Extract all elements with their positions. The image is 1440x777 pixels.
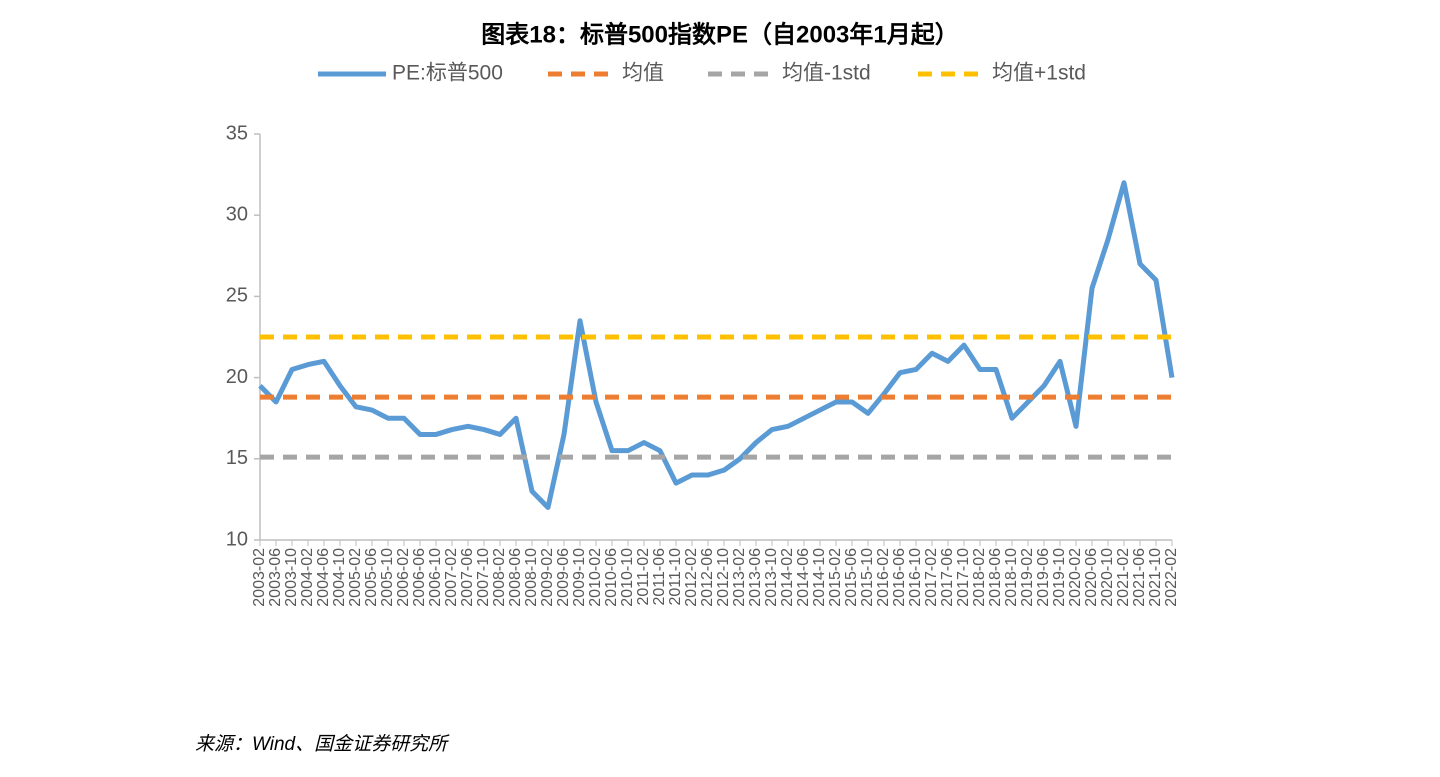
x-tick-label: 2019-10 xyxy=(1051,548,1068,607)
x-tick-label: 2008-06 xyxy=(507,548,524,607)
x-tick-label: 2003-06 xyxy=(267,548,284,607)
x-tick-label: 2020-06 xyxy=(1083,548,1100,607)
x-tick-label: 2005-02 xyxy=(347,548,364,607)
x-tick-label: 2008-10 xyxy=(523,548,540,607)
x-tick-label: 2020-02 xyxy=(1067,548,1084,607)
y-tick-label: 15 xyxy=(226,447,248,469)
legend-label: 均值-1std xyxy=(782,62,871,85)
x-tick-label: 2017-06 xyxy=(939,548,956,607)
x-tick-label: 2015-06 xyxy=(843,548,860,607)
x-tick-label: 2016-10 xyxy=(907,548,924,607)
x-tick-label: 2009-02 xyxy=(539,548,556,607)
legend-label: 均值 xyxy=(622,62,664,85)
chart-title: 图表18：标普500指数PE（自2003年1月起） xyxy=(481,20,959,48)
x-tick-label: 2007-06 xyxy=(459,548,476,607)
x-tick-label: 2019-06 xyxy=(1035,548,1052,607)
x-tick-label: 2016-02 xyxy=(875,548,892,607)
x-tick-label: 2018-06 xyxy=(987,548,1004,607)
x-tick-label: 2005-10 xyxy=(379,548,396,607)
y-tick-label: 25 xyxy=(226,285,248,307)
x-tick-label: 2010-02 xyxy=(587,548,604,607)
x-tick-label: 2013-10 xyxy=(763,548,780,607)
x-tick-label: 2018-02 xyxy=(971,548,988,607)
x-tick-label: 2019-02 xyxy=(1019,548,1036,607)
x-tick-label: 2007-10 xyxy=(475,548,492,607)
x-tick-label: 2004-02 xyxy=(299,548,316,607)
y-tick-label: 10 xyxy=(226,528,248,550)
x-tick-label: 2012-06 xyxy=(699,548,716,607)
y-tick-label: 30 xyxy=(226,203,248,225)
x-tick-label: 2012-10 xyxy=(715,548,732,607)
x-tick-label: 2021-02 xyxy=(1115,548,1132,607)
x-tick-label: 2004-10 xyxy=(331,548,348,607)
x-tick-label: 2013-02 xyxy=(731,548,748,607)
x-tick-label: 2009-10 xyxy=(571,548,588,607)
x-tick-label: 2015-02 xyxy=(827,548,844,607)
x-tick-label: 2010-10 xyxy=(619,548,636,607)
x-tick-label: 2005-06 xyxy=(363,548,380,607)
x-tick-label: 2017-02 xyxy=(923,548,940,607)
x-tick-label: 2003-10 xyxy=(283,548,300,607)
x-tick-label: 2006-06 xyxy=(411,548,428,607)
x-tick-label: 2011-06 xyxy=(651,548,668,606)
series-line xyxy=(258,180,1175,511)
source-note: 来源：Wind、国金证券研究所 xyxy=(195,733,450,755)
x-tick-label: 2011-10 xyxy=(667,548,684,606)
legend-label: PE:标普500 xyxy=(392,62,503,85)
x-tick-label: 2004-06 xyxy=(315,548,332,607)
x-tick-label: 2020-10 xyxy=(1099,548,1116,607)
y-tick-label: 20 xyxy=(226,366,248,388)
x-tick-label: 2006-02 xyxy=(395,548,412,607)
x-tick-label: 2014-10 xyxy=(811,548,828,607)
x-tick-label: 2018-10 xyxy=(1003,548,1020,607)
x-tick-label: 2008-02 xyxy=(491,548,508,607)
x-tick-label: 2021-06 xyxy=(1131,548,1148,607)
legend-label: 均值+1std xyxy=(992,62,1086,85)
x-tick-label: 2014-02 xyxy=(779,548,796,607)
x-tick-label: 2003-02 xyxy=(251,548,268,607)
x-tick-label: 2007-02 xyxy=(443,548,460,607)
y-tick-label: 35 xyxy=(226,122,248,144)
x-tick-label: 2022-02 xyxy=(1163,548,1180,607)
x-tick-label: 2016-06 xyxy=(891,548,908,607)
x-tick-label: 2009-06 xyxy=(555,548,572,607)
x-tick-label: 2014-06 xyxy=(795,548,812,607)
x-tick-label: 2011-02 xyxy=(635,548,652,606)
x-tick-label: 2015-10 xyxy=(859,548,876,607)
x-tick-label: 2012-02 xyxy=(683,548,700,607)
x-tick-label: 2021-10 xyxy=(1147,548,1164,607)
x-tick-label: 2010-06 xyxy=(603,548,620,607)
x-tick-label: 2017-10 xyxy=(955,548,972,607)
x-tick-label: 2013-06 xyxy=(747,548,764,607)
x-tick-label: 2006-10 xyxy=(427,548,444,607)
